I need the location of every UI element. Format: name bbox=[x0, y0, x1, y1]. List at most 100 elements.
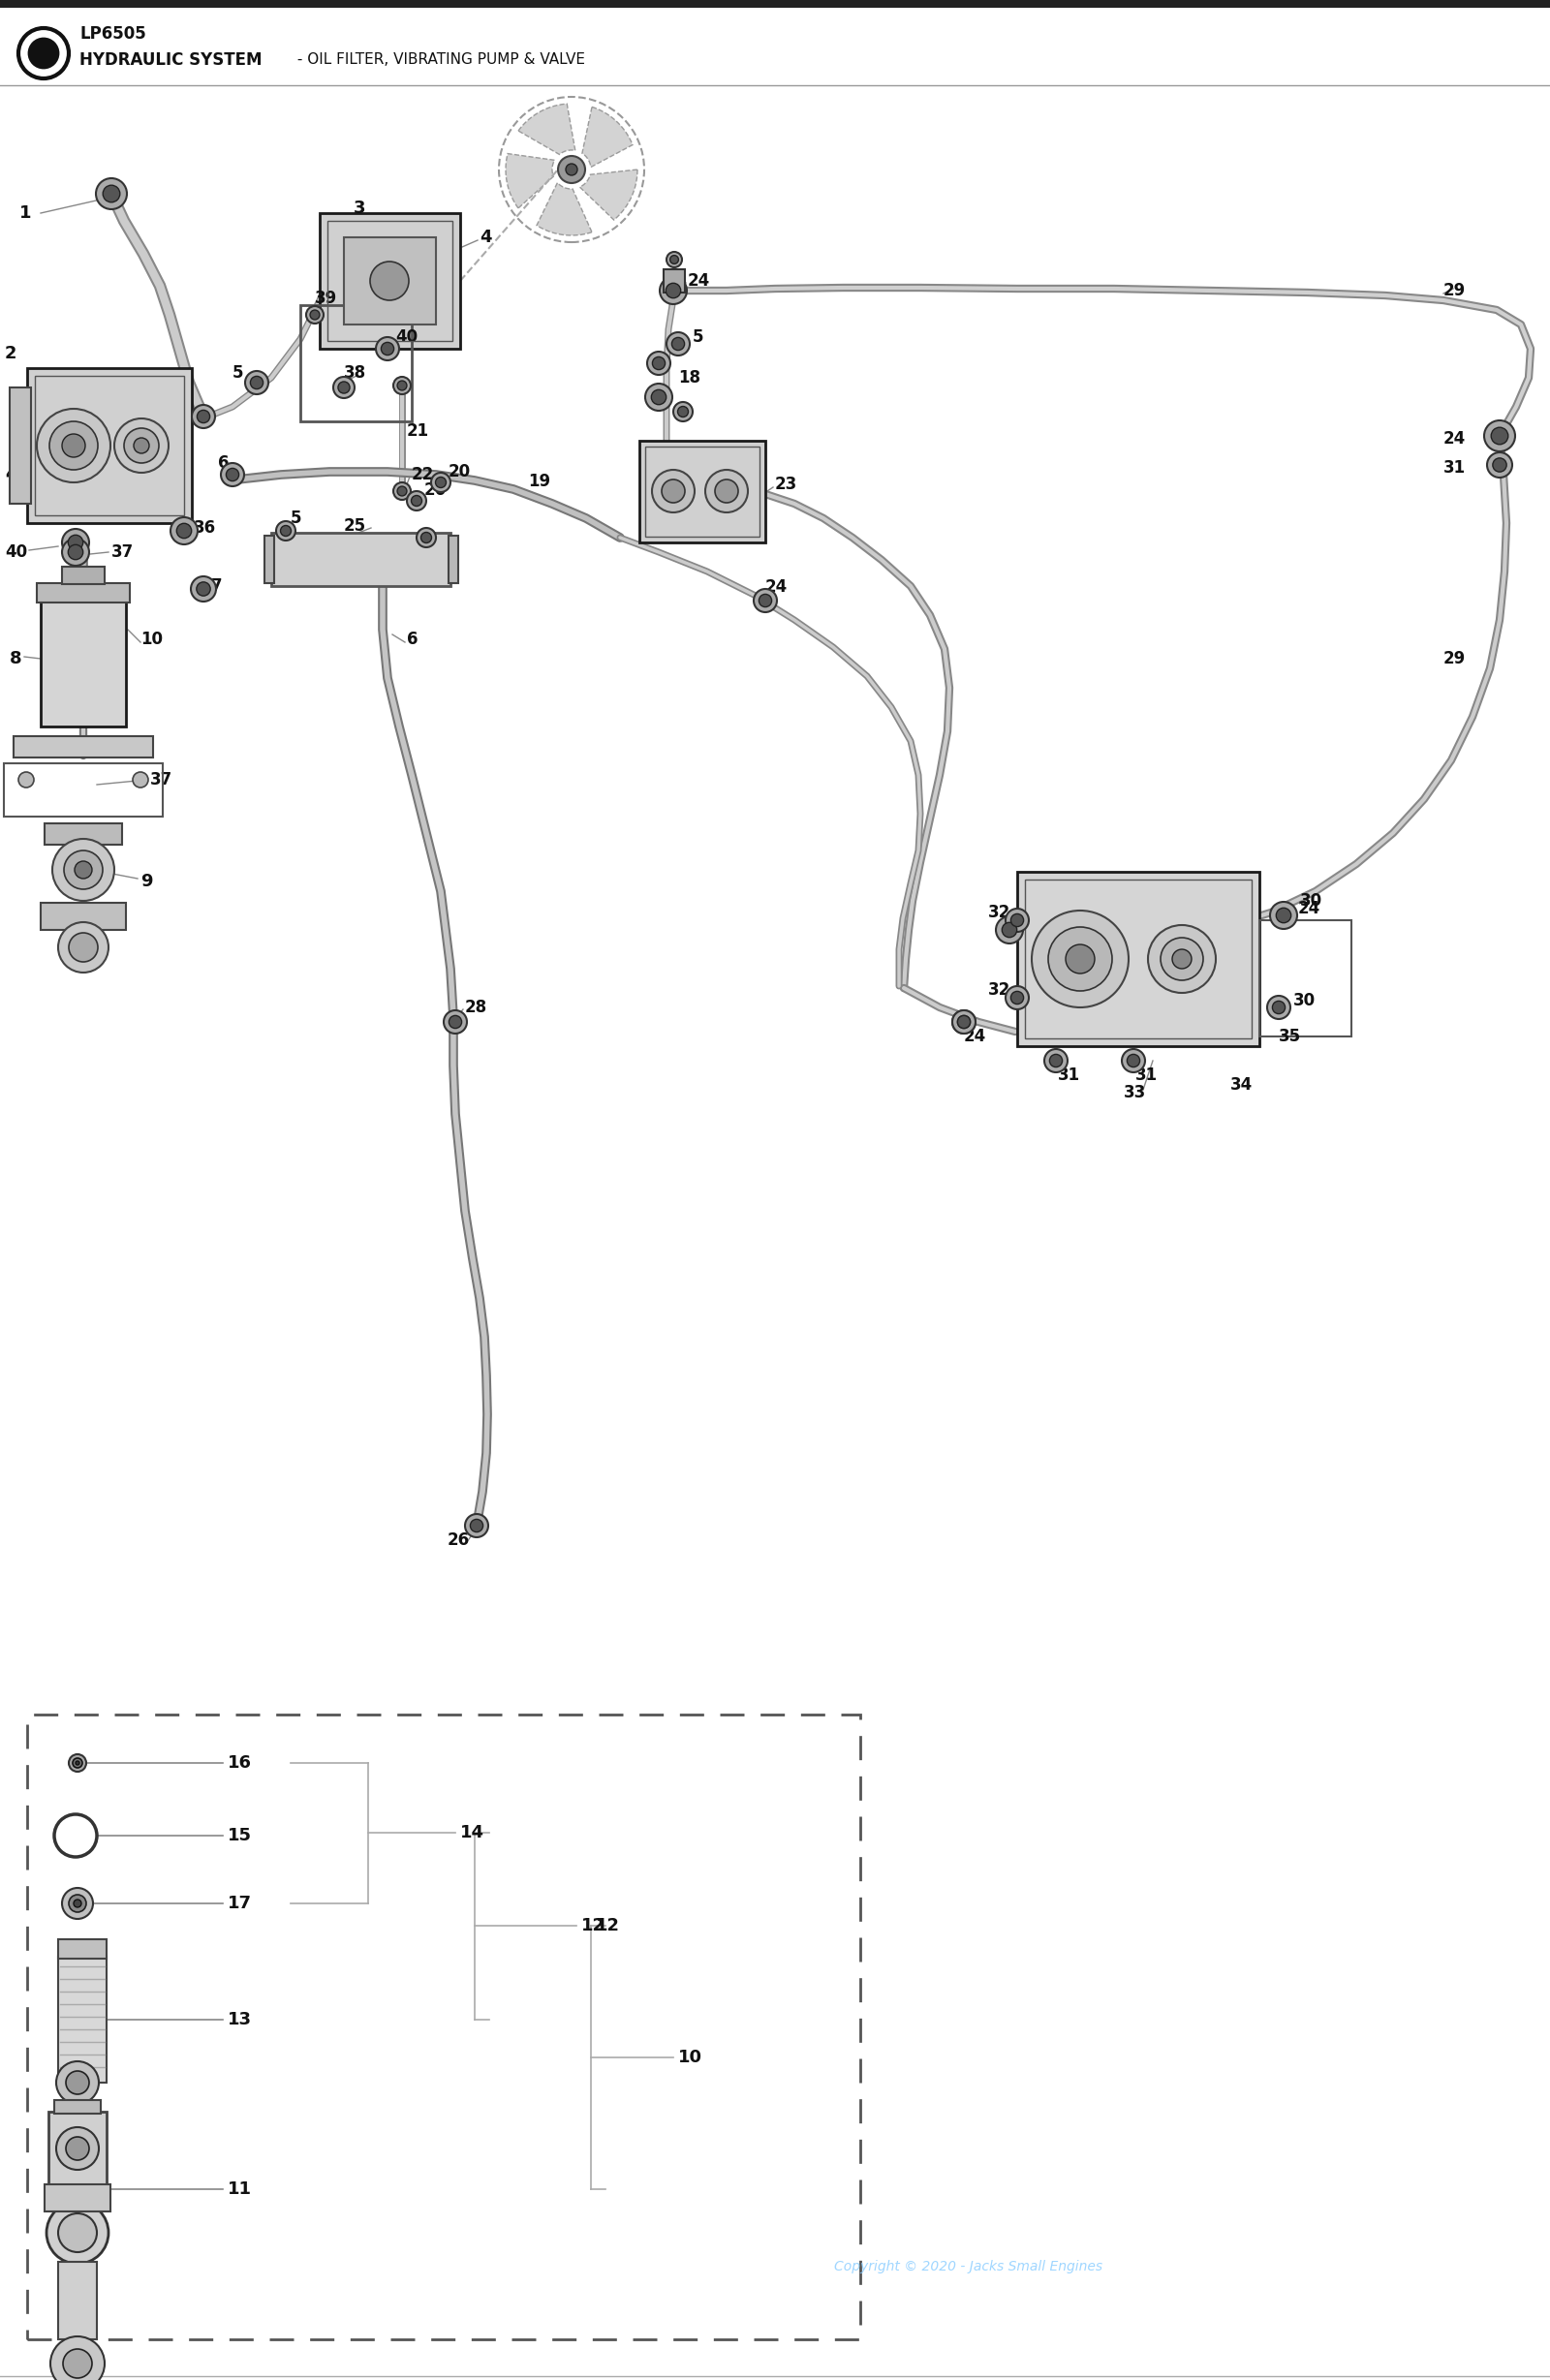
Text: 20: 20 bbox=[448, 464, 471, 481]
Text: 24: 24 bbox=[766, 578, 787, 595]
Bar bbox=[663, 269, 685, 293]
Bar bbox=[45, 823, 122, 845]
Text: 28: 28 bbox=[465, 1000, 487, 1016]
Circle shape bbox=[226, 469, 239, 481]
Circle shape bbox=[64, 2349, 91, 2378]
Circle shape bbox=[1048, 926, 1113, 990]
Circle shape bbox=[648, 352, 670, 376]
Circle shape bbox=[245, 371, 268, 395]
Circle shape bbox=[1122, 1050, 1145, 1073]
Circle shape bbox=[1485, 421, 1516, 452]
Circle shape bbox=[431, 474, 451, 493]
Circle shape bbox=[677, 407, 688, 416]
Text: 29: 29 bbox=[1443, 650, 1466, 666]
Circle shape bbox=[662, 478, 685, 502]
Circle shape bbox=[1277, 909, 1290, 921]
Circle shape bbox=[124, 428, 160, 464]
Circle shape bbox=[958, 1016, 970, 1028]
Circle shape bbox=[1049, 1054, 1062, 1066]
Circle shape bbox=[46, 2202, 109, 2263]
Text: 30: 30 bbox=[1300, 892, 1322, 909]
Text: 24: 24 bbox=[688, 271, 710, 290]
Circle shape bbox=[177, 524, 192, 538]
Circle shape bbox=[1273, 904, 1296, 926]
Circle shape bbox=[375, 338, 400, 359]
Text: 37: 37 bbox=[150, 771, 172, 788]
Bar bbox=[14, 735, 153, 757]
Text: 5: 5 bbox=[232, 364, 243, 381]
Circle shape bbox=[394, 376, 411, 395]
Circle shape bbox=[449, 1016, 462, 1028]
Text: 25: 25 bbox=[344, 516, 366, 536]
Circle shape bbox=[59, 2213, 96, 2251]
Text: 37: 37 bbox=[112, 543, 133, 562]
Text: 39: 39 bbox=[315, 290, 338, 307]
Circle shape bbox=[1011, 992, 1023, 1004]
Circle shape bbox=[192, 405, 215, 428]
Bar bbox=[59, 2261, 96, 2340]
Circle shape bbox=[197, 583, 211, 595]
Circle shape bbox=[958, 1016, 970, 1028]
Text: 13: 13 bbox=[228, 2011, 251, 2028]
Circle shape bbox=[170, 516, 198, 545]
Text: 31: 31 bbox=[1057, 1066, 1080, 1083]
Circle shape bbox=[62, 538, 90, 566]
Circle shape bbox=[68, 1754, 87, 1771]
Circle shape bbox=[64, 850, 102, 890]
Circle shape bbox=[653, 357, 665, 369]
Polygon shape bbox=[518, 105, 575, 155]
Circle shape bbox=[115, 419, 169, 474]
Circle shape bbox=[1493, 428, 1507, 443]
Circle shape bbox=[558, 157, 586, 183]
Polygon shape bbox=[536, 183, 592, 236]
Circle shape bbox=[1066, 945, 1094, 973]
Circle shape bbox=[281, 526, 291, 535]
Circle shape bbox=[995, 916, 1023, 942]
Text: 22: 22 bbox=[412, 466, 434, 483]
Text: 40: 40 bbox=[395, 328, 417, 345]
Bar bbox=[1017, 871, 1259, 1047]
Circle shape bbox=[250, 376, 264, 388]
Text: 41: 41 bbox=[5, 466, 28, 483]
Text: 24: 24 bbox=[964, 1028, 986, 1045]
Circle shape bbox=[1172, 950, 1192, 969]
Circle shape bbox=[653, 469, 694, 512]
Text: 24: 24 bbox=[1443, 431, 1466, 447]
Circle shape bbox=[19, 771, 34, 788]
Bar bbox=[301, 305, 412, 421]
Circle shape bbox=[338, 381, 350, 393]
Bar bbox=[271, 533, 451, 585]
Text: 15: 15 bbox=[228, 1828, 251, 1844]
Circle shape bbox=[1486, 452, 1513, 478]
Circle shape bbox=[29, 38, 59, 67]
Text: 5: 5 bbox=[291, 509, 302, 526]
Bar bbox=[28, 369, 192, 524]
Polygon shape bbox=[505, 155, 555, 207]
Circle shape bbox=[133, 771, 149, 788]
Circle shape bbox=[68, 933, 98, 962]
Circle shape bbox=[1273, 1002, 1285, 1014]
Circle shape bbox=[1486, 421, 1513, 450]
Bar bbox=[59, 1956, 107, 2082]
Circle shape bbox=[73, 1759, 82, 1768]
Circle shape bbox=[96, 178, 127, 209]
Circle shape bbox=[645, 383, 673, 412]
Circle shape bbox=[76, 1761, 79, 1766]
Circle shape bbox=[56, 2128, 99, 2171]
Circle shape bbox=[952, 1011, 975, 1033]
Bar bbox=[62, 566, 105, 583]
Circle shape bbox=[102, 186, 119, 202]
Text: 34: 34 bbox=[1231, 1076, 1252, 1095]
Circle shape bbox=[1268, 995, 1290, 1019]
Bar bbox=[40, 600, 126, 726]
Bar bbox=[40, 902, 126, 931]
Circle shape bbox=[1032, 912, 1128, 1007]
Text: 16: 16 bbox=[228, 1754, 251, 1771]
Text: LP6505: LP6505 bbox=[79, 26, 146, 43]
Circle shape bbox=[310, 309, 319, 319]
Circle shape bbox=[68, 1894, 87, 1911]
Circle shape bbox=[705, 469, 747, 512]
Circle shape bbox=[443, 1011, 467, 1033]
Polygon shape bbox=[580, 169, 637, 219]
Text: 23: 23 bbox=[775, 476, 798, 493]
